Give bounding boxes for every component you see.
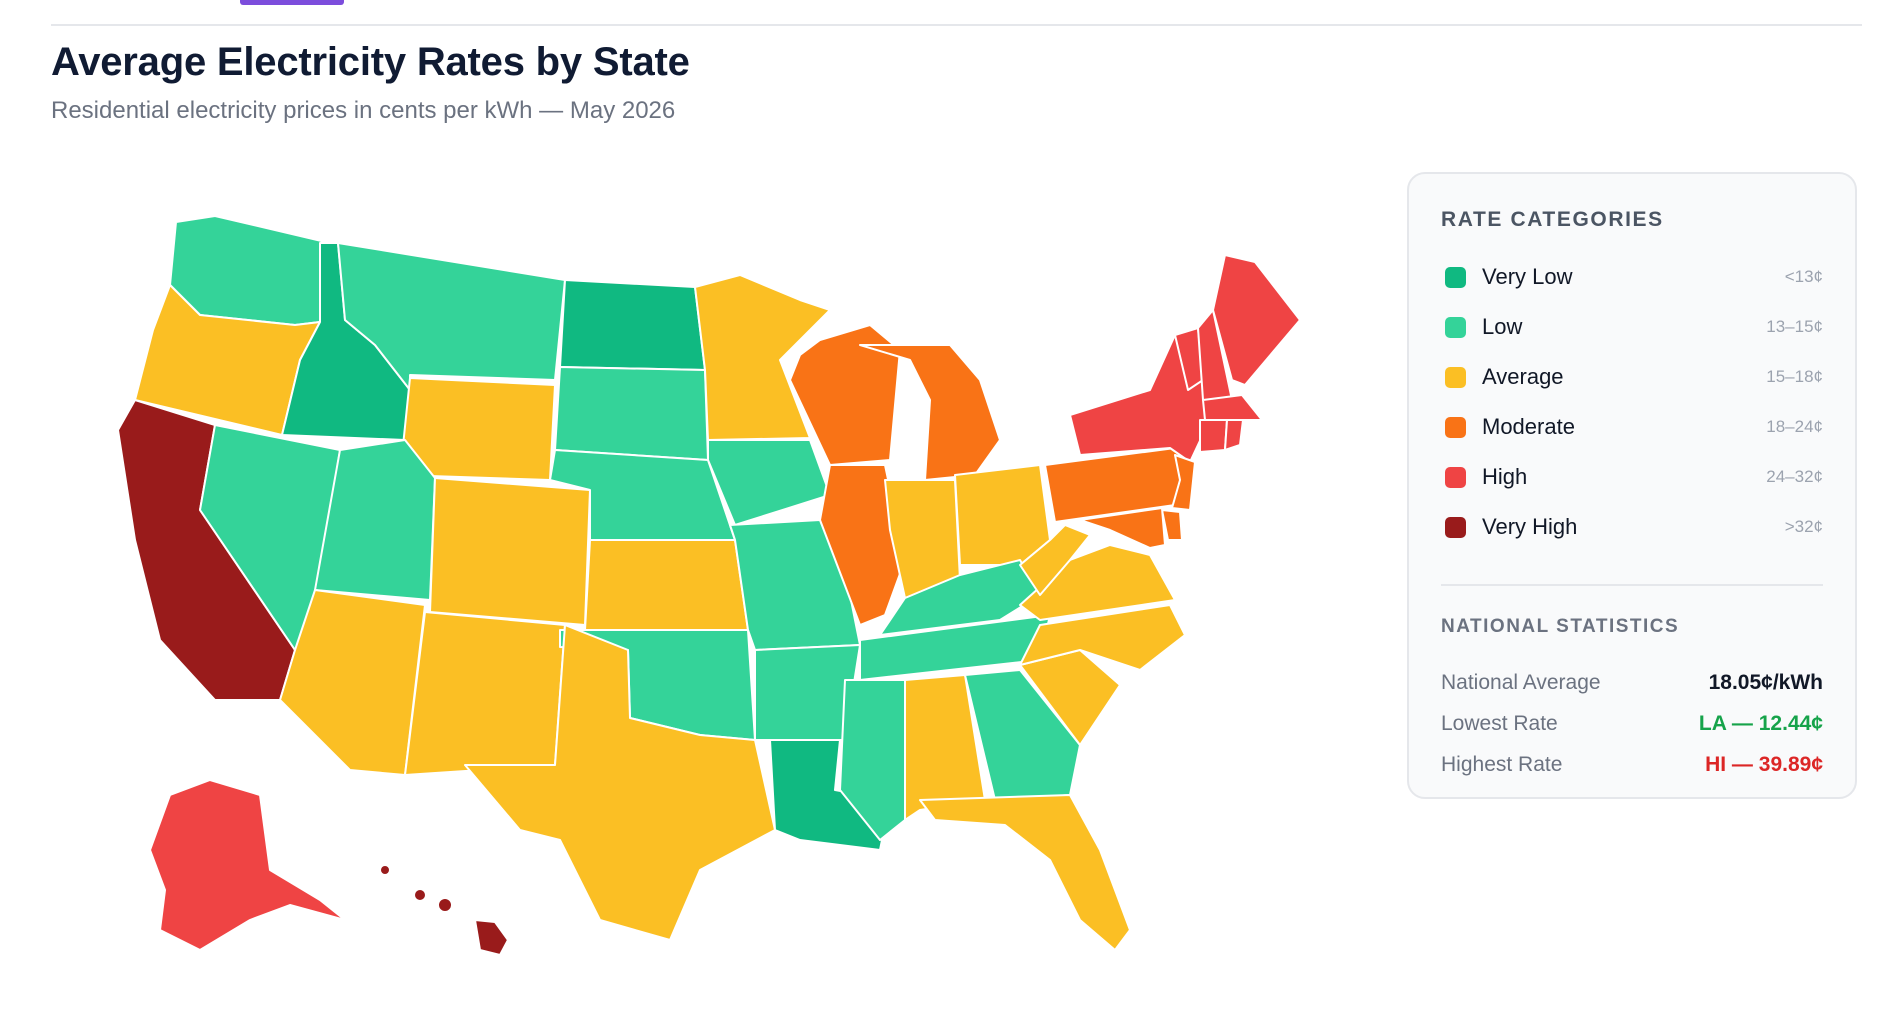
state-nc[interactable] <box>1019 604 1186 671</box>
state-wi[interactable] <box>789 324 901 466</box>
stats-list: National Average 18.05¢/kWh Lowest Rate … <box>1441 662 1823 785</box>
state-nj[interactable] <box>1171 454 1196 511</box>
stat-label: National Average <box>1441 670 1601 694</box>
state-hi-island[interactable] <box>413 888 427 902</box>
state-ks[interactable] <box>584 539 749 631</box>
state-nd[interactable] <box>559 279 706 371</box>
legend-swatch <box>1445 316 1466 338</box>
state-ri[interactable] <box>1224 419 1244 451</box>
stats-title: NATIONAL STATISTICS <box>1441 616 1680 637</box>
legend-item-moderate: Moderate 18–24¢ <box>1441 402 1823 452</box>
stat-lowest-rate: Lowest Rate LA — 12.44¢ <box>1441 703 1823 744</box>
legend-swatch <box>1445 266 1466 288</box>
legend-swatch <box>1445 466 1466 488</box>
active-tab-indicator <box>240 0 344 5</box>
state-fl[interactable] <box>919 794 1131 951</box>
state-az[interactable] <box>279 589 426 776</box>
legend-range: 15–18¢ <box>1766 367 1823 386</box>
legend-label: Average <box>1482 364 1564 389</box>
header-divider <box>51 24 1862 26</box>
state-ms[interactable] <box>839 679 906 841</box>
legend-title: RATE CATEGORIES <box>1441 208 1664 231</box>
legend-label: Very Low <box>1482 264 1573 289</box>
legend-swatch <box>1445 366 1466 388</box>
legend-swatch <box>1445 516 1466 538</box>
stat-label: Lowest Rate <box>1441 711 1558 735</box>
stat-highest-rate: Highest Rate HI — 39.89¢ <box>1441 744 1823 785</box>
legend-item-average: Average 15–18¢ <box>1441 352 1823 402</box>
legend-list: Very Low <13¢ Low 13–15¢ Average 15–18¢ … <box>1441 252 1823 552</box>
state-ma[interactable] <box>1202 394 1263 421</box>
state-hi-island[interactable] <box>379 864 391 876</box>
legend-panel: RATE CATEGORIES Very Low <13¢ Low 13–15¢… <box>1407 172 1857 799</box>
legend-item-high: High 24–32¢ <box>1441 452 1823 502</box>
legend-range: 18–24¢ <box>1766 417 1823 436</box>
legend-item-low: Low 13–15¢ <box>1441 302 1823 352</box>
legend-range: >32¢ <box>1784 517 1823 536</box>
state-ak[interactable] <box>149 779 346 951</box>
state-oh[interactable] <box>954 464 1051 566</box>
stat-label: Highest Rate <box>1441 752 1563 776</box>
state-hi-island[interactable] <box>437 897 453 913</box>
state-me[interactable] <box>1212 254 1301 386</box>
legend-label: High <box>1482 464 1528 489</box>
stat-national-average: National Average 18.05¢/kWh <box>1441 662 1823 703</box>
legend-range: 24–32¢ <box>1766 467 1823 486</box>
state-nm[interactable] <box>404 611 566 776</box>
state-wv[interactable] <box>1019 524 1091 596</box>
legend-item-very-high: Very High >32¢ <box>1441 502 1823 552</box>
page-title: Average Electricity Rates by State <box>51 40 690 84</box>
state-tx[interactable] <box>464 624 776 941</box>
legend-item-very-low: Very Low <13¢ <box>1441 252 1823 302</box>
panel-divider <box>1441 584 1823 586</box>
state-mn[interactable] <box>694 274 831 441</box>
state-hi[interactable] <box>474 919 509 956</box>
state-il[interactable] <box>819 464 906 626</box>
state-co[interactable] <box>429 477 591 626</box>
page-subtitle: Residential electricity prices in cents … <box>51 97 676 124</box>
legend-label: Moderate <box>1482 414 1575 439</box>
state-sd[interactable] <box>554 366 709 461</box>
legend-swatch <box>1445 416 1466 438</box>
state-md[interactable] <box>1079 507 1166 549</box>
state-ct[interactable] <box>1199 419 1228 453</box>
stat-value: LA — 12.44¢ <box>1698 711 1823 735</box>
state-de[interactable] <box>1161 509 1183 541</box>
state-ga[interactable] <box>964 669 1081 801</box>
state-ia[interactable] <box>707 439 831 526</box>
legend-range: <13¢ <box>1784 267 1823 286</box>
legend-range: 13–15¢ <box>1766 317 1823 336</box>
legend-label: Low <box>1482 314 1523 339</box>
stat-value: 18.05¢/kWh <box>1708 670 1823 694</box>
legend-label: Very High <box>1482 514 1578 539</box>
stat-value: HI — 39.89¢ <box>1705 752 1823 776</box>
